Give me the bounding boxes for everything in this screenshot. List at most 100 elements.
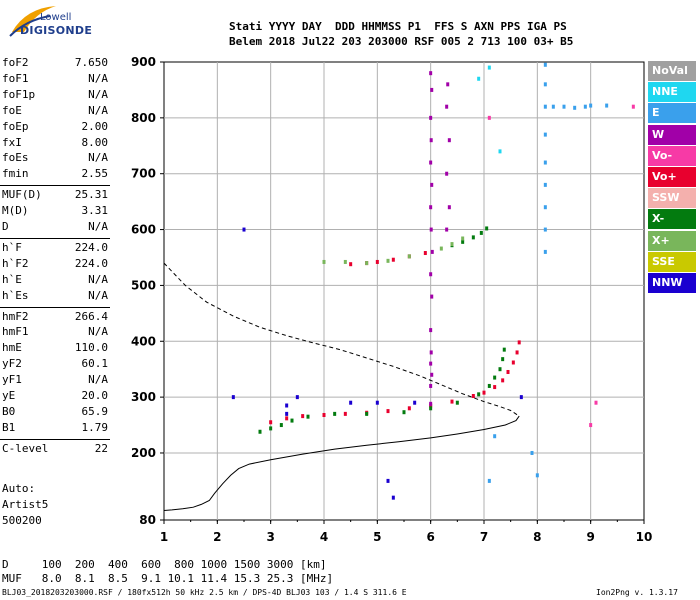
param-name: hmE [2,341,22,355]
x-tick-label: 2 [213,530,221,544]
param-value: N/A [88,220,108,233]
footer-program: Ion2Png v. 1.3.17 [596,588,678,597]
legend-item: NNE [648,82,696,103]
param-value: 22 [94,441,108,455]
echo-point [543,227,547,232]
echo-point [322,259,326,264]
param-value: 266.4 [74,309,108,323]
param-row: yF1 N/A [2,373,108,390]
echo-point [461,236,465,241]
param-value: 2.55 [81,167,109,181]
param-row: yE 20.0 [2,389,108,406]
echo-point [375,400,379,405]
x-tick-label: 9 [586,530,594,544]
param-value: 3.31 [81,204,109,218]
param-name: hmF2 [2,309,29,323]
echo-point [501,378,505,383]
echo-point [429,350,433,355]
echo-point [502,347,506,352]
legend-item: X- [648,209,696,230]
echo-point [493,434,497,439]
echo-point [519,395,523,400]
param-name: yF1 [2,373,22,387]
param-value: N/A [88,103,108,117]
echo-point [583,104,587,109]
echo-point [365,411,369,416]
param-name: foF1 [2,71,29,85]
echo-point [506,369,510,374]
echo-point [429,205,433,210]
echo-point [375,259,379,264]
echo-point [605,103,609,108]
echo-point [450,242,454,247]
param-value: 2.00 [81,119,109,133]
param-row: hmF1 N/A [2,325,108,342]
echo-point [391,257,395,262]
y-tick-label: 200 [131,446,156,460]
echo-point [429,328,433,333]
echo-point [285,416,289,421]
param-value: N/A [88,373,108,387]
param-row: h`Es N/A [2,289,108,306]
param-row: B1 1.79 [2,421,108,438]
ionogram-chart: 1 2 3 4 5 6 7 8 9 10 80 200 300 400 500 600 700 800 900 [131,55,652,544]
param-value: N/A [88,151,108,165]
param-name: B1 [2,420,16,434]
param-value: 224.0 [74,256,108,270]
x-tick-label: 8 [533,530,541,544]
param-value: 1.79 [81,420,109,434]
echo-point [429,160,433,165]
profile-curve-solid [163,415,520,511]
echo-point [429,115,433,120]
param-value: N/A [88,325,108,339]
echo-point [386,409,390,414]
param-name: fmin [2,167,29,181]
param-name: MUF(D) [2,188,42,202]
param-separator [0,237,110,239]
legend-item: SSE [648,251,696,272]
y-tick-label: 80 [139,513,156,527]
echo-point [285,403,289,408]
echo-point [429,383,433,388]
echo-point [269,420,273,425]
echo-point [471,235,475,240]
param-name: yE [2,389,16,402]
param-value: 8.00 [81,135,109,149]
echo-point [386,478,390,483]
echo-point [477,76,481,81]
legend-item: Vo- [648,145,696,166]
echo-point [429,71,433,76]
echo-point [301,414,305,419]
legend-item: E [648,103,696,124]
param-value: N/A [88,71,108,85]
echo-point [482,390,486,395]
x-tick-label: 6 [426,530,434,544]
echo-point [498,149,502,154]
echo-point [543,104,547,109]
param-name: D [2,220,9,233]
param-name: foEs [2,151,29,165]
echo-point [306,414,310,419]
echo-point [589,103,593,108]
param-row: M(D) 3.31 [2,204,108,221]
echo-point [285,411,289,416]
echo-point [543,160,547,165]
legend: NoVal NNE E W Vo- Vo+ SSW X- X+ SSE NNW [648,61,696,294]
param-value: 7.650 [74,56,108,69]
echo-point [477,392,481,397]
param-name: foF1p [2,87,36,101]
param-row: B0 65.9 [2,405,108,422]
echo-point [391,495,395,500]
echo-point [543,249,547,254]
echo-point [231,395,235,400]
param-name: M(D) [2,204,29,218]
echo-point [479,230,483,235]
footer-file-info: BLJ03_2018203203000.RSF / 180fx512h 50 k… [2,588,407,597]
echo-point [430,87,434,92]
echo-point [290,418,294,423]
echo-point [430,372,434,377]
echo-point [269,426,273,431]
param-row: h`E N/A [2,273,108,290]
echo-point [295,395,299,400]
echo-point [446,82,450,87]
